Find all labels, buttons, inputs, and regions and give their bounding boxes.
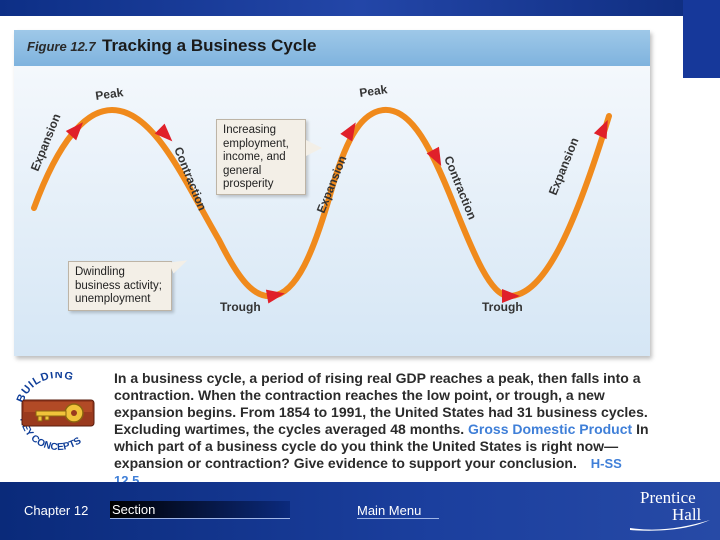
direction-arrow <box>65 122 84 141</box>
contraction-label: Contraction <box>171 145 209 213</box>
caption-question: In which part of a business cycle do you… <box>114 421 649 471</box>
peak-label: Peak <box>358 82 388 100</box>
expansion-callout: Increasing employment, income, and gener… <box>216 119 306 195</box>
section-link[interactable]: Section <box>110 501 290 519</box>
figure-header: Figure 12.7 Tracking a Business Cycle <box>14 30 650 66</box>
direction-arrow <box>502 289 520 303</box>
figure-number: Figure 12.7 <box>27 39 96 54</box>
business-cycle-figure: Figure 12.7 Tracking a Business Cycle Pe… <box>14 30 650 356</box>
direction-arrow <box>265 289 285 304</box>
callout-pointer <box>306 140 322 156</box>
logo-line-2: Hall <box>672 505 702 524</box>
top-banner <box>0 0 720 16</box>
logo-line-1: Prentice <box>640 488 696 507</box>
trough-label: Trough <box>220 300 261 314</box>
direction-arrow <box>340 122 356 142</box>
expansion-label: Expansion <box>314 154 350 216</box>
direction-arrow <box>593 119 608 140</box>
business-cycle-diagram: Peak Peak Trough Trough Expansion Contra… <box>28 82 612 314</box>
expansion-label: Expansion <box>28 112 64 174</box>
expansion-label: Expansion <box>546 136 582 198</box>
key-icon <box>35 403 84 423</box>
direction-arrow <box>426 146 442 166</box>
trough-label: Trough <box>482 300 523 314</box>
left-margin <box>0 16 14 482</box>
direction-arrow <box>154 123 173 142</box>
chapter-link[interactable]: Chapter 12 <box>24 503 89 518</box>
logo-swoosh <box>630 520 710 531</box>
figure-caption: In a business cycle, a period of rising … <box>114 370 649 489</box>
contraction-callout: Dwindling business activity; unemploymen… <box>68 261 172 311</box>
figure-title: Tracking a Business Cycle <box>102 36 317 55</box>
caption-text: In a business cycle, a period of rising … <box>114 370 648 437</box>
main-menu-link[interactable]: Main Menu <box>357 503 440 519</box>
building-key-concepts-badge: BUILDING KEY CONCEPTS <box>15 372 95 453</box>
peak-label: Peak <box>94 85 124 103</box>
publisher-logo: Prentice Hall <box>626 488 714 538</box>
corner-block <box>683 0 720 78</box>
gdp-link[interactable]: Gross Domestic Product <box>468 421 633 437</box>
footer-bar: Chapter 12 Section Main Menu Prentice Ha… <box>0 482 720 540</box>
